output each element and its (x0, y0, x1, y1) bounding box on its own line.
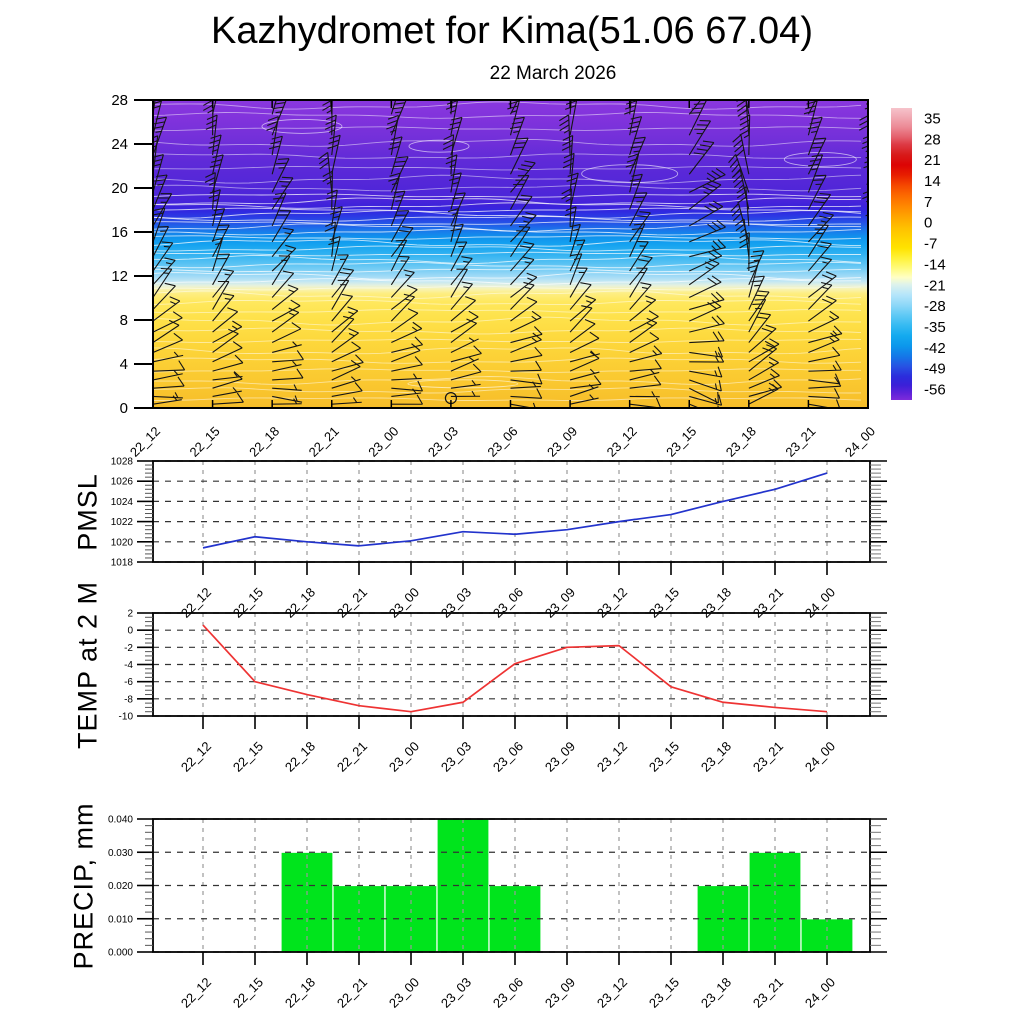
svg-text:1028: 1028 (111, 457, 134, 468)
svg-text:23_09: 23_09 (542, 975, 578, 1011)
svg-text:0: 0 (127, 626, 133, 637)
svg-text:23_12: 23_12 (594, 585, 630, 621)
svg-text:24_00: 24_00 (842, 424, 878, 460)
svg-text:1018: 1018 (111, 558, 134, 569)
svg-text:28: 28 (924, 131, 941, 148)
svg-text:1024: 1024 (111, 497, 134, 508)
svg-text:-2: -2 (124, 643, 133, 654)
svg-text:23_09: 23_09 (544, 424, 580, 460)
svg-text:22_12: 22_12 (178, 585, 214, 621)
svg-text:0.000: 0.000 (108, 948, 133, 959)
svg-text:22_21: 22_21 (306, 424, 342, 460)
svg-text:0: 0 (924, 215, 932, 232)
svg-text:23_00: 23_00 (365, 424, 401, 460)
svg-text:22_18: 22_18 (282, 585, 318, 621)
svg-text:22_21: 22_21 (334, 739, 370, 775)
svg-text:23_00: 23_00 (386, 585, 422, 621)
svg-text:-8: -8 (124, 694, 133, 705)
svg-text:23_09: 23_09 (542, 585, 578, 621)
svg-text:23_12: 23_12 (594, 975, 630, 1011)
svg-text:22_15: 22_15 (187, 424, 223, 460)
svg-text:0.040: 0.040 (108, 815, 133, 826)
svg-text:2: 2 (127, 609, 133, 620)
svg-text:23_18: 23_18 (698, 975, 734, 1011)
svg-text:22_12: 22_12 (178, 975, 214, 1011)
svg-text:23_15: 23_15 (646, 585, 682, 621)
svg-text:23_00: 23_00 (386, 975, 422, 1011)
svg-text:-6: -6 (124, 677, 133, 688)
svg-text:23_15: 23_15 (646, 739, 682, 775)
svg-text:1026: 1026 (111, 477, 134, 488)
svg-text:22_21: 22_21 (334, 585, 370, 621)
svg-text:0: 0 (120, 400, 128, 417)
svg-text:23_21: 23_21 (750, 739, 786, 775)
svg-text:0.010: 0.010 (108, 914, 133, 925)
svg-text:22_18: 22_18 (246, 424, 282, 460)
svg-text:23_03: 23_03 (425, 424, 461, 460)
svg-text:0.020: 0.020 (108, 881, 133, 892)
svg-text:24: 24 (111, 136, 128, 153)
svg-text:16: 16 (111, 224, 128, 241)
svg-text:-49: -49 (924, 361, 946, 378)
svg-text:22_18: 22_18 (282, 739, 318, 775)
svg-text:22_12: 22_12 (127, 424, 163, 460)
svg-text:23_03: 23_03 (438, 975, 474, 1011)
svg-text:-28: -28 (924, 298, 946, 315)
svg-text:23_21: 23_21 (750, 975, 786, 1011)
svg-text:20: 20 (111, 180, 128, 197)
svg-text:23_18: 23_18 (698, 585, 734, 621)
svg-text:23_06: 23_06 (484, 424, 520, 460)
svg-text:-56: -56 (924, 382, 946, 399)
date-subtitle: 22 March 2026 (489, 63, 617, 84)
svg-text:22_15: 22_15 (230, 975, 266, 1011)
svg-text:23_09: 23_09 (542, 739, 578, 775)
svg-text:22_12: 22_12 (178, 739, 214, 775)
svg-text:23_21: 23_21 (782, 424, 818, 460)
svg-text:22_18: 22_18 (282, 975, 318, 1011)
svg-text:22_15: 22_15 (230, 585, 266, 621)
svg-text:-10: -10 (119, 712, 134, 723)
svg-text:1022: 1022 (111, 517, 134, 528)
svg-text:23_06: 23_06 (490, 585, 526, 621)
svg-text:0.030: 0.030 (108, 848, 133, 859)
svg-text:-7: -7 (924, 236, 937, 253)
svg-text:23_06: 23_06 (490, 739, 526, 775)
svg-text:23_00: 23_00 (386, 739, 422, 775)
svg-text:35: 35 (924, 110, 941, 127)
svg-text:24_00: 24_00 (802, 585, 838, 621)
svg-text:23_12: 23_12 (604, 424, 640, 460)
svg-text:23_18: 23_18 (723, 424, 759, 460)
svg-text:-21: -21 (924, 277, 946, 294)
page-title: Kazhydromet for Kima(51.06 67.04) (211, 10, 813, 52)
svg-text:23_15: 23_15 (646, 975, 682, 1011)
svg-text:24_00: 24_00 (802, 975, 838, 1011)
svg-text:23_15: 23_15 (663, 424, 699, 460)
svg-text:23_03: 23_03 (438, 739, 474, 775)
svg-text:23_12: 23_12 (594, 739, 630, 775)
svg-text:-35: -35 (924, 319, 946, 336)
svg-text:22_15: 22_15 (230, 739, 266, 775)
svg-text:-42: -42 (924, 340, 946, 357)
svg-text:14: 14 (924, 173, 941, 190)
svg-text:24_00: 24_00 (802, 739, 838, 775)
svg-text:23_03: 23_03 (438, 585, 474, 621)
svg-text:23_06: 23_06 (490, 975, 526, 1011)
svg-text:-14: -14 (924, 256, 946, 273)
svg-text:7: 7 (924, 194, 932, 211)
svg-text:22_21: 22_21 (334, 975, 370, 1011)
svg-text:4: 4 (120, 356, 128, 373)
svg-text:1020: 1020 (111, 537, 134, 548)
svg-text:23_18: 23_18 (698, 739, 734, 775)
svg-text:21: 21 (924, 152, 941, 169)
svg-text:28: 28 (111, 92, 128, 109)
svg-text:23_21: 23_21 (750, 585, 786, 621)
svg-text:12: 12 (111, 268, 128, 285)
svg-text:8: 8 (120, 312, 128, 329)
svg-text:-4: -4 (124, 660, 133, 671)
